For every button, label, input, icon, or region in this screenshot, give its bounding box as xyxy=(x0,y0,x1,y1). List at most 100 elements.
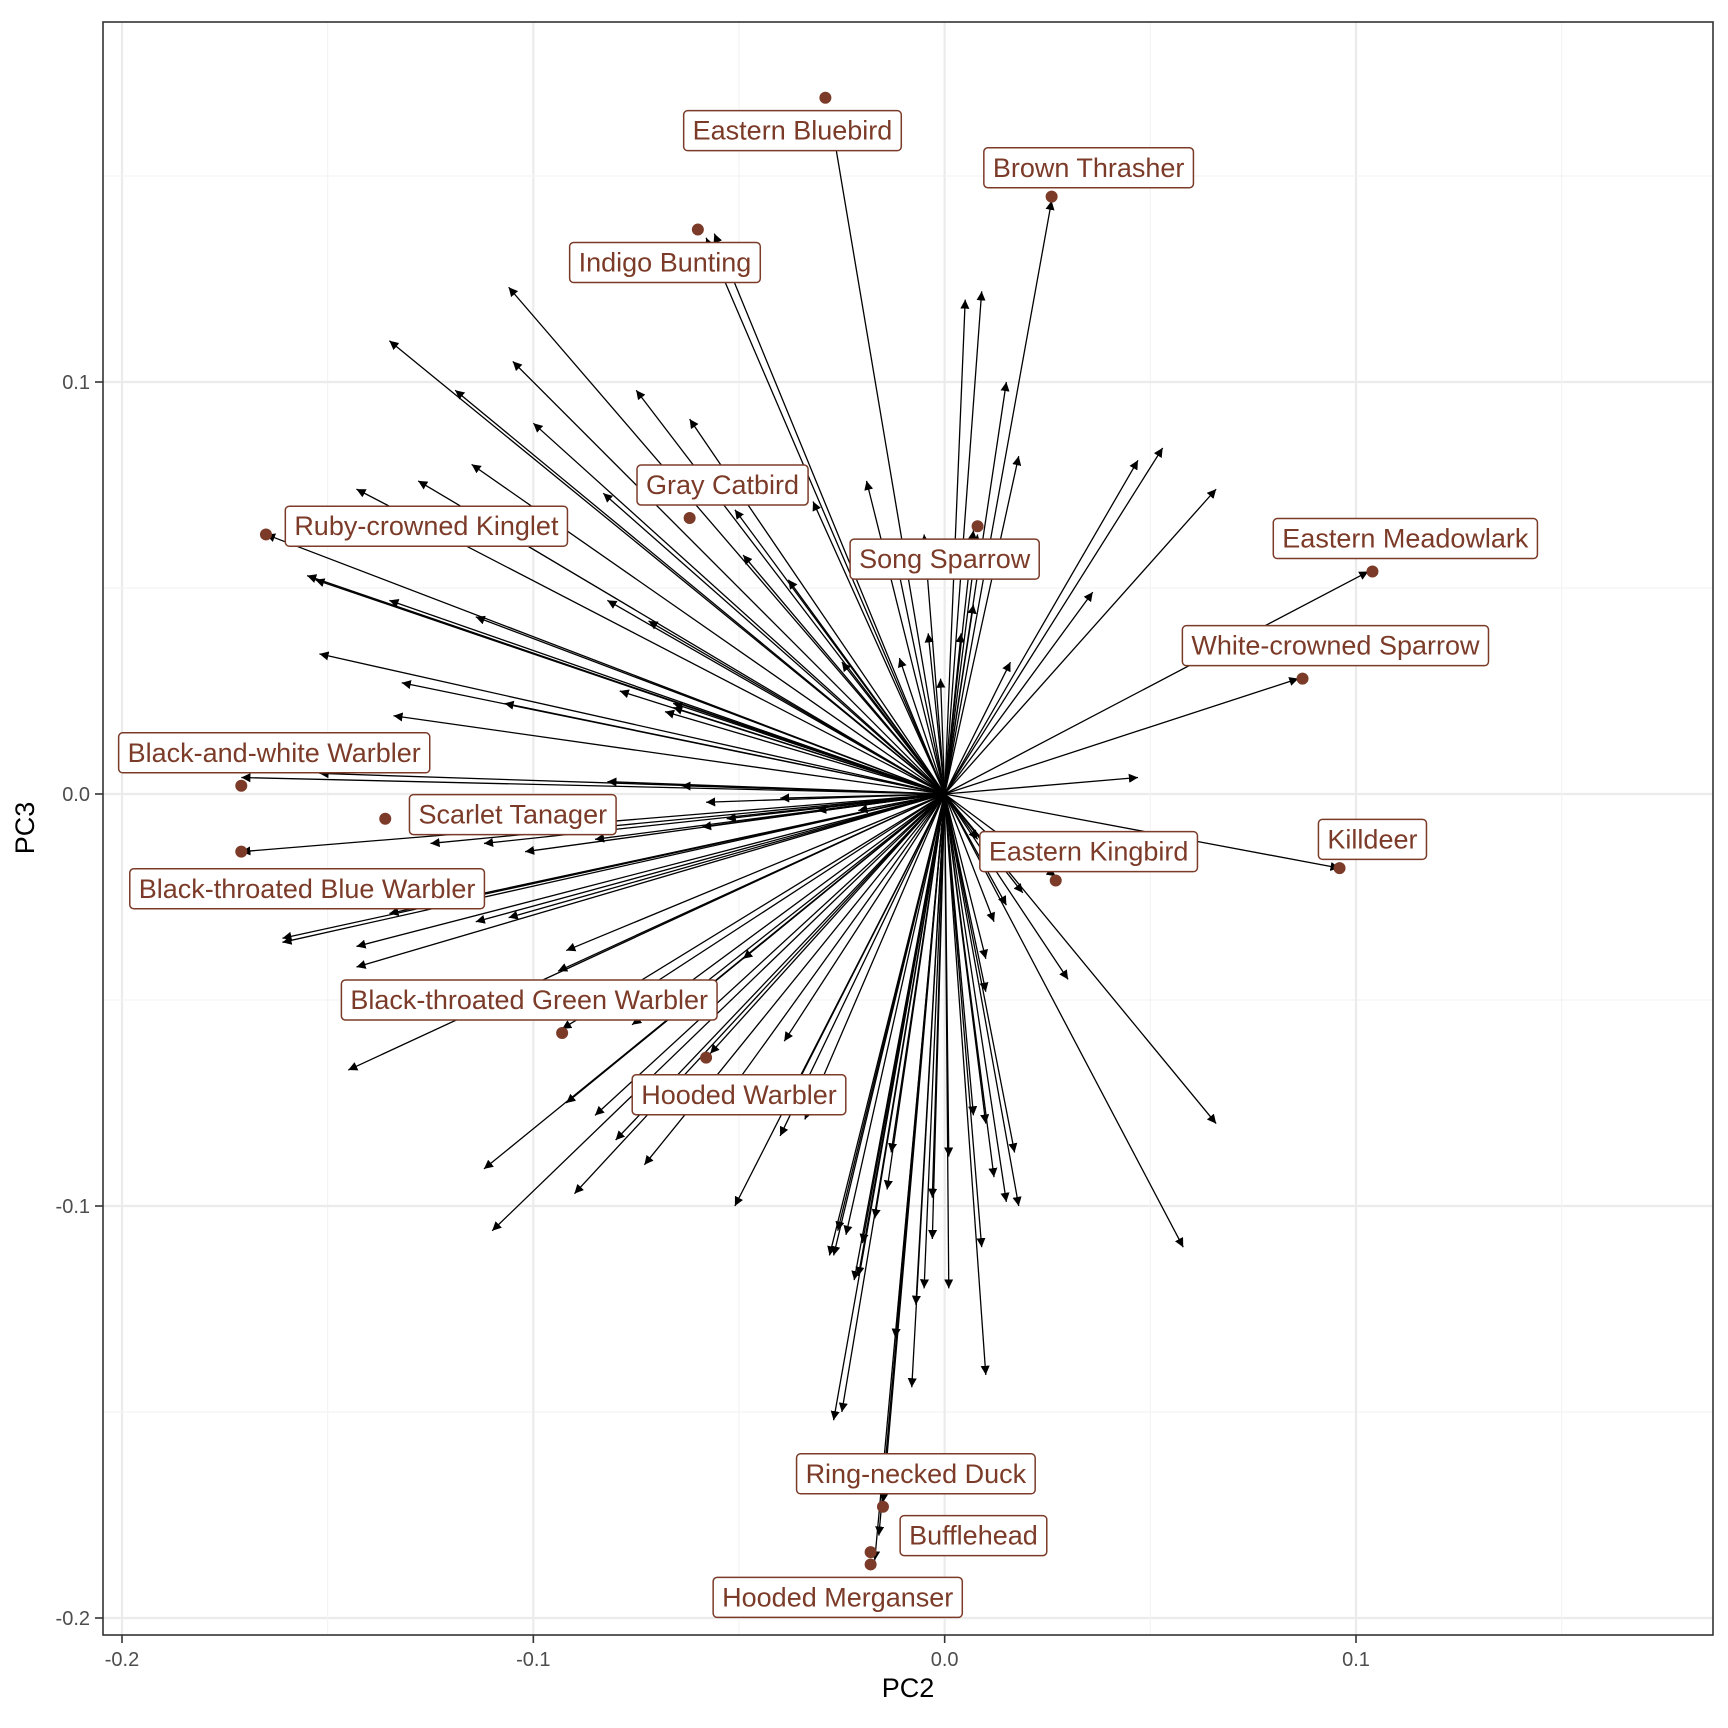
point-label: Black-throated Blue Warbler xyxy=(129,868,486,910)
point-label-text: Gray Catbird xyxy=(646,470,799,500)
label-box xyxy=(117,732,431,774)
label-box xyxy=(129,868,486,910)
loading-arrow xyxy=(944,456,1022,795)
point-label: White-crowned Sparrow xyxy=(1181,624,1490,667)
point-label-text: Hooded Warbler xyxy=(641,1080,837,1110)
loading-arrow xyxy=(944,447,1164,795)
point-marker xyxy=(1049,874,1062,887)
loading-arrow xyxy=(843,793,946,1235)
x-tick-label: -0.1 xyxy=(516,1649,550,1671)
loading-arrow xyxy=(936,678,946,795)
point-label-text: Ruby-crowned Kinglet xyxy=(294,511,559,541)
point-label-text: Scarlet Tanager xyxy=(418,800,607,830)
loading-arrow xyxy=(730,793,946,1092)
label-box xyxy=(682,109,903,152)
point-label: Hooded Warbler xyxy=(631,1074,847,1116)
loading-arrow xyxy=(907,793,946,1388)
loading-arrow xyxy=(827,793,946,1256)
loading-arrow xyxy=(817,793,945,814)
label-box xyxy=(979,830,1199,873)
loading-arrow xyxy=(713,233,946,795)
loading-arrow xyxy=(944,793,995,922)
loading-arrow xyxy=(944,793,978,1116)
loading-arrow xyxy=(928,793,946,1239)
loading-arrow xyxy=(709,793,946,1054)
point-marker xyxy=(819,91,832,104)
loading-arrow xyxy=(705,237,946,795)
loading-arrow xyxy=(779,793,946,1116)
loading-arrow xyxy=(356,793,945,949)
loading-arrow xyxy=(532,422,946,795)
loading-arrow xyxy=(241,773,945,795)
loading-arrow xyxy=(944,793,1069,980)
point-label-text: Ring-necked Duck xyxy=(806,1459,1027,1489)
loading-arrow xyxy=(635,389,946,795)
point-labels: Eastern Bluebird Brown Thrasher Indigo Bun… xyxy=(117,109,1539,1619)
label-box xyxy=(712,1576,964,1619)
loading-arrow xyxy=(693,793,946,993)
labeled-points xyxy=(235,91,1379,1571)
loading-arrow xyxy=(944,793,990,1124)
label-box xyxy=(408,793,617,836)
point-label-text: Song Sparrow xyxy=(859,544,1031,574)
point-label: Indigo Bunting xyxy=(568,241,762,284)
loading-arrow xyxy=(573,793,946,1195)
point-marker xyxy=(259,528,272,541)
loading-arrow xyxy=(504,700,945,795)
y-tick-label: -0.1 xyxy=(56,1196,90,1218)
label-box xyxy=(849,538,1040,580)
point-marker xyxy=(691,223,704,236)
point-marker xyxy=(1045,190,1058,203)
loading-arrow xyxy=(787,579,946,795)
loading-arrow xyxy=(944,633,965,795)
loading-arrow xyxy=(475,615,945,795)
loading-arrow xyxy=(944,793,990,1375)
loading-arrow xyxy=(851,793,946,1281)
point-marker xyxy=(683,511,696,524)
loading-arrow xyxy=(892,554,946,795)
loading-arrow xyxy=(594,793,946,1116)
point-label-text: Hooded Merganser xyxy=(722,1582,953,1612)
loading-arrow xyxy=(838,793,946,1413)
point-label: Black-and-white Warbler xyxy=(117,732,431,774)
label-box xyxy=(899,1514,1048,1557)
point-label-text: Brown Thrasher xyxy=(993,153,1185,183)
point-label: Black-throated Green Warbler xyxy=(340,979,718,1021)
point-label: Ring-necked Duck xyxy=(795,1453,1036,1495)
loading-arrow xyxy=(319,651,945,795)
loading-arrow xyxy=(282,793,945,945)
point-marker xyxy=(876,1500,889,1513)
point-marker xyxy=(864,1546,877,1559)
loading-arrow xyxy=(944,200,1055,795)
loading-arrow xyxy=(664,709,945,795)
label-box xyxy=(284,505,569,547)
y-tick-label: -0.2 xyxy=(56,1608,90,1630)
loading-arrow xyxy=(512,360,946,795)
loading-arrow xyxy=(944,661,1012,795)
label-box xyxy=(631,1074,847,1116)
point-label: Eastern Meadowlark xyxy=(1272,517,1539,560)
loading-arrow xyxy=(826,109,946,795)
point-label-text: Eastern Kingbird xyxy=(989,837,1189,867)
loading-arrow xyxy=(830,793,946,1421)
loading-arrow xyxy=(944,793,1022,1207)
point-label: Killdeer xyxy=(1317,818,1428,861)
loading-arrow xyxy=(864,480,946,795)
loading-arrow xyxy=(742,554,946,795)
label-box xyxy=(795,1453,1036,1495)
loading-arrow xyxy=(944,793,989,959)
point-marker xyxy=(235,845,248,858)
loading-arrow xyxy=(780,793,945,803)
loading-arrow xyxy=(393,712,945,795)
loading-arrow xyxy=(804,793,946,1120)
point-marker xyxy=(556,1026,569,1039)
loading-arrow xyxy=(602,492,946,795)
point-marker xyxy=(700,1051,713,1064)
loading-arrow xyxy=(841,661,946,795)
loading-arrow xyxy=(831,793,946,1256)
point-label-text: Black-throated Blue Warbler xyxy=(139,874,476,904)
point-label: Song Sparrow xyxy=(849,538,1040,580)
label-box xyxy=(340,979,718,1021)
loading-arrow xyxy=(672,705,945,795)
